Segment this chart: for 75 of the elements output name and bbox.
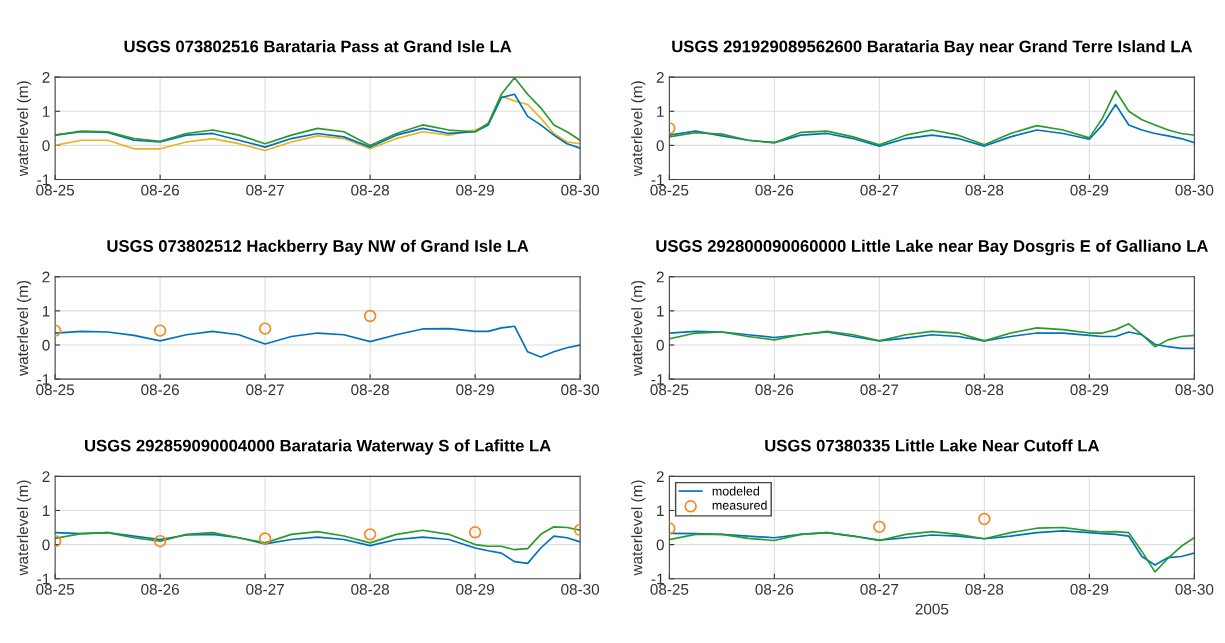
y-tick-label: 0	[42, 539, 50, 551]
x-tick-label: 08-30	[1175, 184, 1214, 196]
y-tick-label: 0	[42, 339, 50, 351]
y-tick-label: 2	[656, 271, 664, 283]
y-tick-label: -1	[37, 573, 50, 585]
x-tick-label: 08-25	[36, 583, 75, 595]
x-tick-label: 08-25	[650, 384, 689, 396]
y-axis-title: waterlevel (m)	[631, 280, 646, 376]
x-tick-label: 08-28	[965, 184, 1004, 196]
y-tick-label: 1	[657, 305, 664, 317]
x-tick-label: 08-29	[1070, 583, 1109, 595]
x-tick-label: 08-29	[456, 184, 494, 196]
y-axis-title: waterlevel (m)	[631, 81, 646, 177]
x-tick-label: 08-25	[36, 184, 75, 196]
x-tick-label: 08-29	[1070, 384, 1109, 396]
y-tick-label: 1	[657, 106, 664, 117]
y-tick-label: -1	[651, 374, 664, 385]
x-tick-label: 08-30	[561, 184, 600, 196]
x-tick-label: 08-30	[1175, 384, 1214, 396]
y-tick-label: 1	[657, 505, 664, 516]
x-tick-label: 08-28	[351, 583, 389, 595]
x-tick-label: 08-29	[456, 384, 494, 396]
y-tick-label: 2	[42, 471, 50, 482]
x-tick-label: 08-26	[755, 184, 794, 196]
y-tick-label: 1	[42, 305, 50, 317]
x-tick-label: 08-26	[141, 184, 179, 196]
x-tick-label: 08-26	[755, 583, 794, 595]
y-tick-label: 2	[42, 72, 50, 83]
y-tick-label: 2	[656, 72, 664, 83]
chart-title: USGS 07380335 Little Lake Near Cutoff LA	[765, 439, 1100, 452]
y-tick-label: -1	[37, 174, 50, 186]
x-tick-label: 08-29	[1070, 184, 1109, 196]
x-axis-title: 2005	[915, 603, 949, 615]
x-tick-label: 08-29	[456, 583, 494, 595]
y-tick-label: 0	[656, 339, 664, 351]
x-tick-label: 08-26	[141, 384, 179, 396]
x-tick-label: 08-26	[755, 384, 794, 396]
x-tick-label: 08-25	[36, 384, 75, 396]
y-tick-label: -1	[651, 174, 664, 186]
x-tick-label: 08-25	[650, 184, 689, 196]
x-tick-label: 08-27	[860, 384, 899, 396]
x-tick-label: 08-28	[351, 184, 389, 196]
x-tick-label: 08-28	[965, 384, 1004, 396]
y-tick-label: 0	[42, 140, 50, 152]
x-tick-label: 08-27	[860, 583, 899, 595]
legend-label: modeled	[712, 486, 760, 496]
y-axis-title: waterlevel (m)	[16, 280, 32, 376]
chart-title: USGS 073802516 Barataria Pass at Grand Isle LA	[124, 40, 512, 53]
x-tick-label: 08-28	[965, 583, 1004, 595]
x-tick-label: 08-27	[246, 384, 284, 396]
x-tick-label: 08-25	[650, 583, 689, 595]
x-tick-label: 08-30	[1175, 583, 1214, 595]
x-tick-label: 08-30	[561, 384, 600, 396]
y-axis-title: waterlevel (m)	[16, 81, 32, 177]
x-tick-label: 08-27	[246, 583, 284, 595]
y-axis-title: waterlevel (m)	[631, 480, 646, 576]
chart-title: USGS 292800090060000 Little Lake near Bay Dosgris E of Galliano LA	[656, 239, 1208, 256]
y-tick-label: 0	[656, 539, 664, 551]
x-tick-label: 08-27	[246, 184, 284, 196]
chart-title: USGS 073802512 Hackberry Bay NW of Grand Isle LA	[107, 239, 529, 256]
x-tick-label: 08-26	[141, 583, 179, 595]
chart-title: USGS 291929089562600 Barataria Bay near Grand Terre Island LA	[672, 40, 1193, 56]
y-tick-label: 1	[42, 106, 50, 117]
x-tick-label: 08-30	[561, 583, 600, 595]
y-tick-label: 1	[42, 505, 50, 516]
chart-title: USGS 292859090004000 Barataria Waterway S of Lafitte LA	[85, 439, 551, 455]
legend-label: measured	[712, 500, 767, 510]
y-tick-label: -1	[651, 573, 664, 585]
x-tick-label: 08-28	[351, 384, 389, 396]
y-tick-label: 0	[656, 140, 664, 152]
y-tick-label: -1	[37, 374, 50, 385]
y-tick-label: 2	[42, 271, 50, 283]
y-tick-label: 2	[656, 471, 664, 482]
x-tick-label: 08-27	[860, 184, 899, 196]
y-axis-title: waterlevel (m)	[16, 480, 32, 576]
